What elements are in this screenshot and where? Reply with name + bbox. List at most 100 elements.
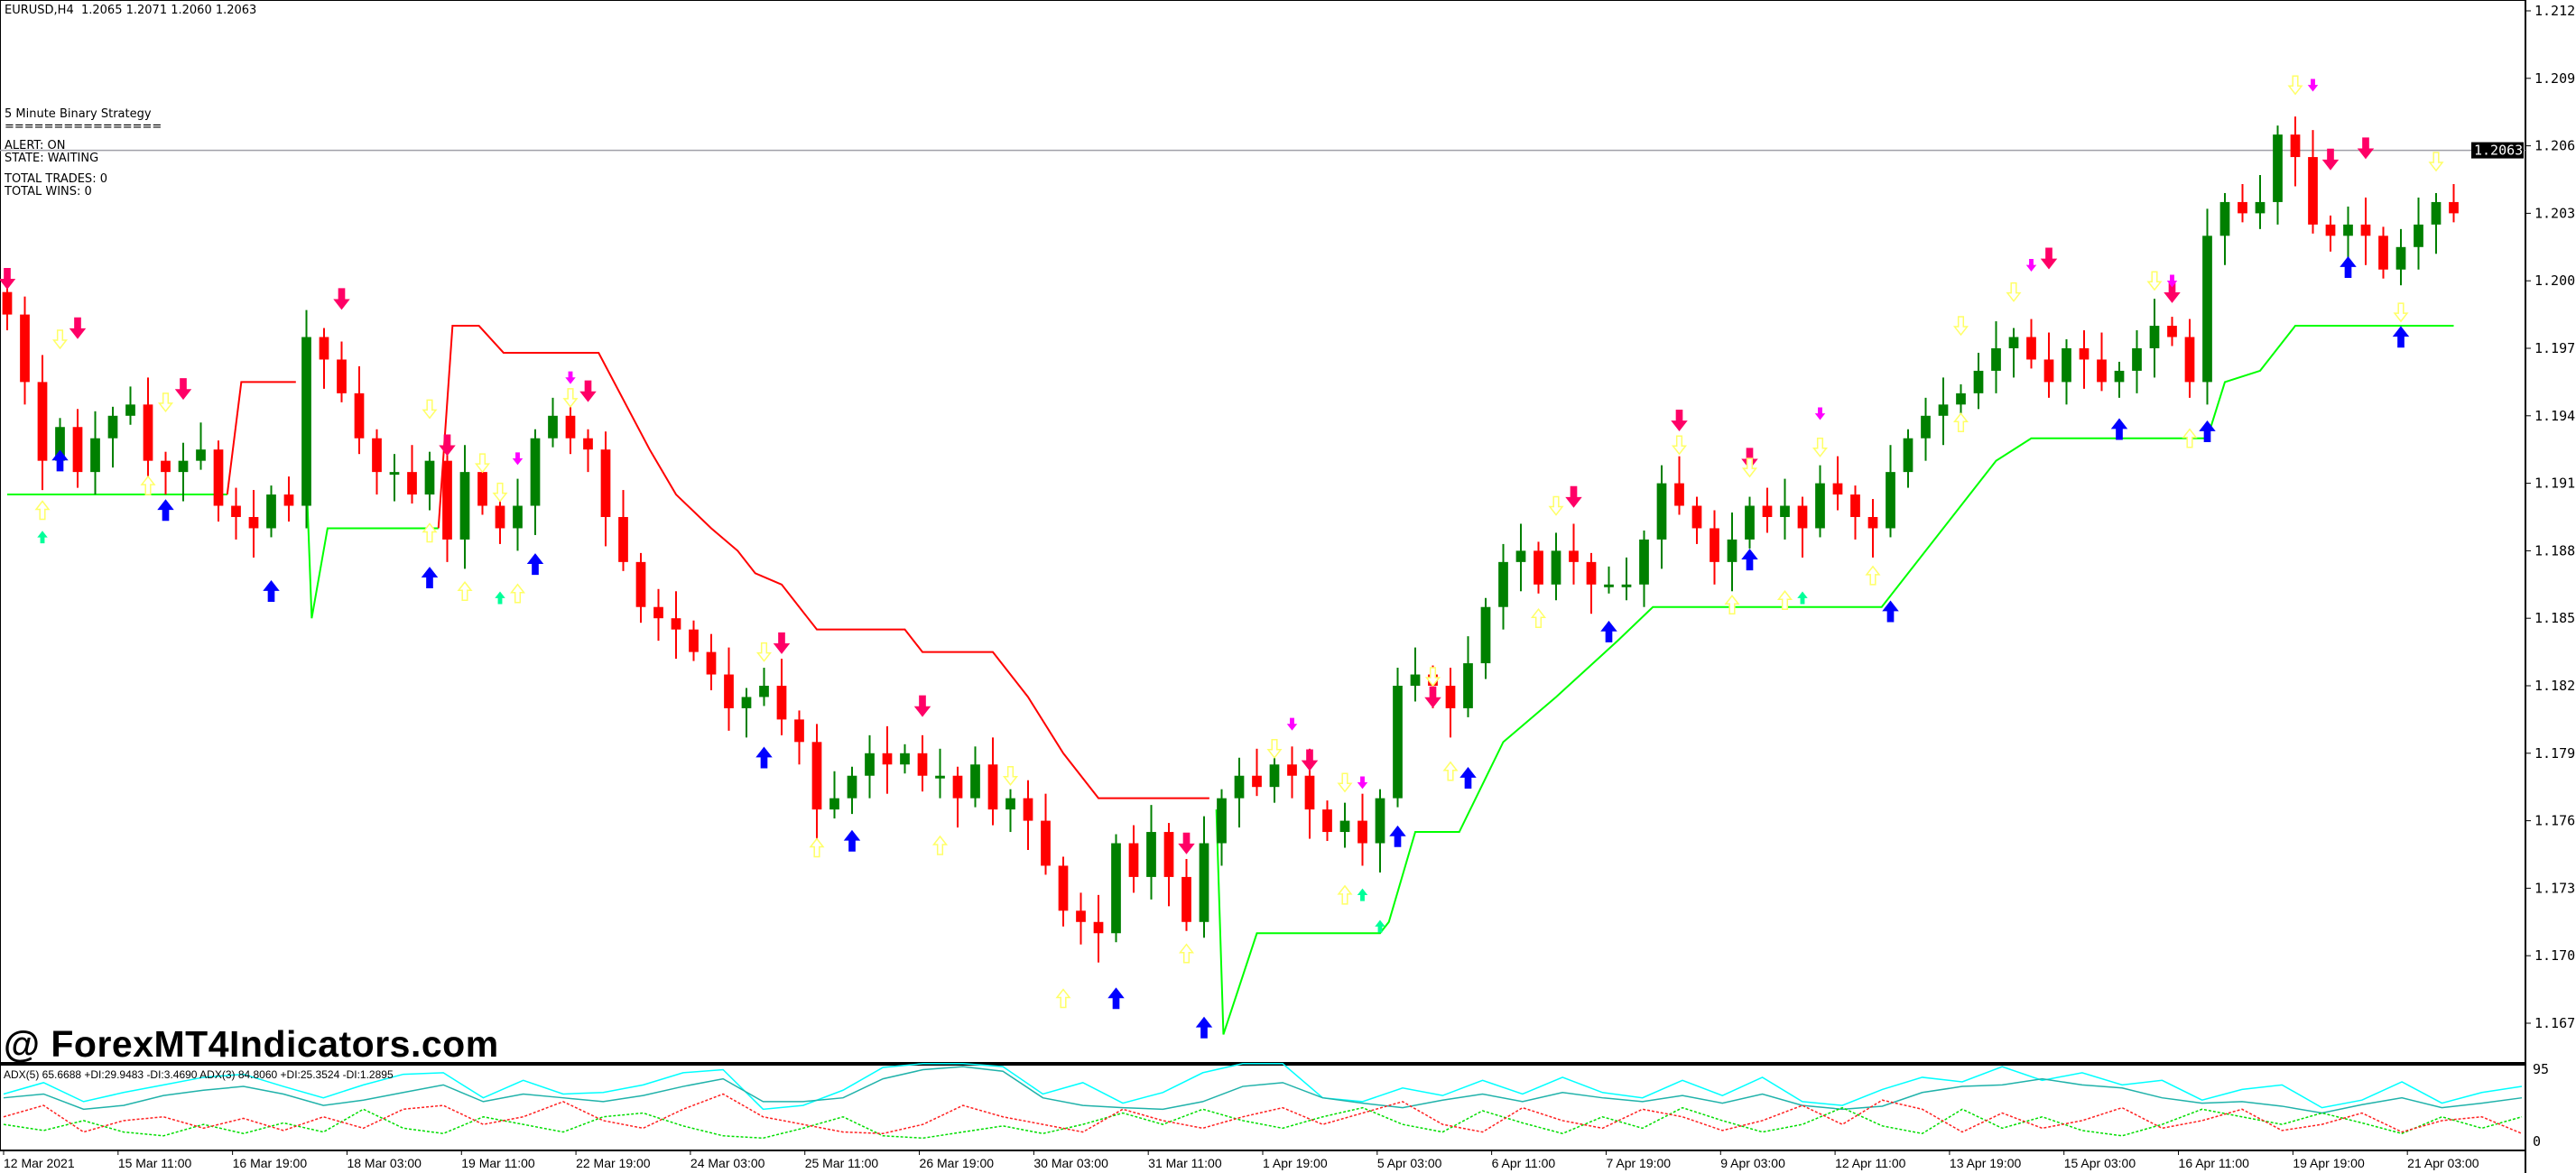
- candle: [37, 355, 48, 491]
- candle-body: [2360, 224, 2371, 236]
- candle: [1586, 552, 1597, 614]
- candle-body: [1534, 550, 1543, 585]
- candle-body: [2290, 134, 2301, 158]
- candle-body: [706, 651, 717, 675]
- sell-arrow-icon: [2357, 137, 2375, 160]
- price-tick-label: 1.1765: [2534, 813, 2576, 829]
- candle: [1287, 746, 1297, 799]
- candle: [1146, 805, 1156, 900]
- state-status: STATE: WAITING: [5, 152, 99, 165]
- hollow-up-arrow-icon: [1055, 988, 1071, 1009]
- candle: [1498, 543, 1508, 630]
- candle-body: [583, 438, 593, 450]
- adx-subwindow-title: ADX(5) 65.6688 +DI:29.9483 -DI:3.4690 AD…: [4, 1068, 394, 1081]
- hollow-up-arrow-icon: [34, 500, 51, 521]
- candle-body: [55, 427, 65, 461]
- candle-body: [1515, 550, 1526, 562]
- hollow-up-arrow-icon: [2182, 428, 2198, 448]
- hollow-down-arrow-icon: [1671, 435, 1688, 456]
- time-tick-label: 22 Mar 19:00: [576, 1156, 651, 1170]
- candle-body: [1375, 798, 1385, 844]
- hollow-down-arrow-icon: [422, 399, 438, 420]
- candle: [1217, 789, 1227, 866]
- adx3-line: [3, 1066, 2523, 1114]
- time-tick-label: 25 Mar 11:00: [805, 1156, 879, 1170]
- hollow-up-arrow-icon: [931, 835, 949, 855]
- candle: [1551, 532, 1561, 601]
- candle-body: [2449, 201, 2459, 214]
- candle-body: [689, 629, 699, 652]
- candle-body: [565, 415, 576, 439]
- candle-body: [513, 505, 523, 529]
- hollow-down-arrow-icon: [1548, 495, 1564, 516]
- sell-arrow-icon: [69, 317, 87, 339]
- supertrend-down-segment: [226, 381, 296, 495]
- hollow-down-arrow-icon: [755, 642, 773, 662]
- candle-body: [724, 674, 734, 708]
- price-tick-label: 1.1795: [2534, 745, 2576, 762]
- buy-arrow-icon: [755, 746, 773, 769]
- price-tick-label: 1.2095: [2534, 70, 2576, 87]
- hollow-down-arrow-icon: [492, 482, 508, 503]
- candle: [125, 386, 135, 425]
- time-tick-label: 5 Apr 03:00: [1377, 1156, 1442, 1170]
- main-pane: [0, 0, 2526, 1064]
- small-down-arrow-icon: [1357, 776, 1368, 790]
- buy-arrow-icon: [843, 829, 861, 852]
- candle-body: [653, 606, 663, 619]
- candle: [2043, 332, 2054, 398]
- candle: [1886, 445, 1895, 538]
- candle: [829, 771, 839, 819]
- candle: [917, 734, 928, 792]
- candle-body: [72, 427, 83, 473]
- price-tick-label: 1.2005: [2534, 272, 2576, 289]
- candle: [407, 445, 417, 504]
- candle: [583, 429, 593, 473]
- candle-body: [213, 449, 224, 506]
- time-axis: 12 Mar 2021 15 Mar 11:00 16 Mar 19:00 18 Ma…: [3, 1150, 2479, 1170]
- price-tick-label: 1.2035: [2534, 205, 2576, 221]
- candle: [2202, 208, 2212, 405]
- candle-body: [1973, 370, 1984, 393]
- candle-body: [20, 314, 30, 383]
- sell-arrow-icon: [1301, 749, 1319, 771]
- candle-body: [1691, 505, 1702, 529]
- candle: [2219, 192, 2230, 265]
- candle-body: [161, 460, 171, 473]
- candle-body: [424, 460, 435, 495]
- candle: [1199, 816, 1209, 938]
- sell-arrow-icon: [579, 380, 597, 402]
- sell-arrow-icon: [174, 378, 192, 401]
- candle: [1463, 636, 1473, 717]
- candle: [811, 724, 822, 839]
- candle: [794, 710, 804, 765]
- candle: [2114, 361, 2125, 398]
- candle-body: [618, 516, 628, 562]
- candle: [1111, 834, 1121, 943]
- candle-body: [794, 719, 804, 743]
- buy-arrow-icon: [1459, 766, 1477, 789]
- time-tick-label: 21 Apr 03:00: [2407, 1156, 2479, 1170]
- hollow-up-arrow-icon: [809, 837, 825, 858]
- price-tick-label: 1.2125: [2534, 3, 2576, 19]
- candle: [1515, 523, 1526, 592]
- hollow-up-arrow-icon: [140, 475, 156, 495]
- candle-body: [231, 505, 241, 517]
- candle-body: [2219, 201, 2230, 236]
- candle: [1534, 541, 1543, 594]
- candle: [2079, 330, 2090, 389]
- small-down-arrow-icon: [1286, 717, 1298, 731]
- time-tick-label: 16 Mar 19:00: [233, 1156, 308, 1170]
- hollow-up-arrow-icon: [1442, 761, 1459, 781]
- candle: [1163, 823, 1174, 907]
- hollow-down-arrow-icon: [562, 388, 579, 409]
- time-tick-label: 26 Mar 19:00: [920, 1156, 995, 1170]
- candle: [1181, 858, 1191, 931]
- sub-level-95: 95: [2533, 1061, 2549, 1077]
- candle-body: [1604, 584, 1614, 587]
- price-tick-label: 1.1975: [2534, 340, 2576, 356]
- candle-body: [1832, 483, 1843, 495]
- total-trades: TOTAL TRADES: 0: [5, 172, 107, 186]
- candle-body: [1304, 775, 1315, 810]
